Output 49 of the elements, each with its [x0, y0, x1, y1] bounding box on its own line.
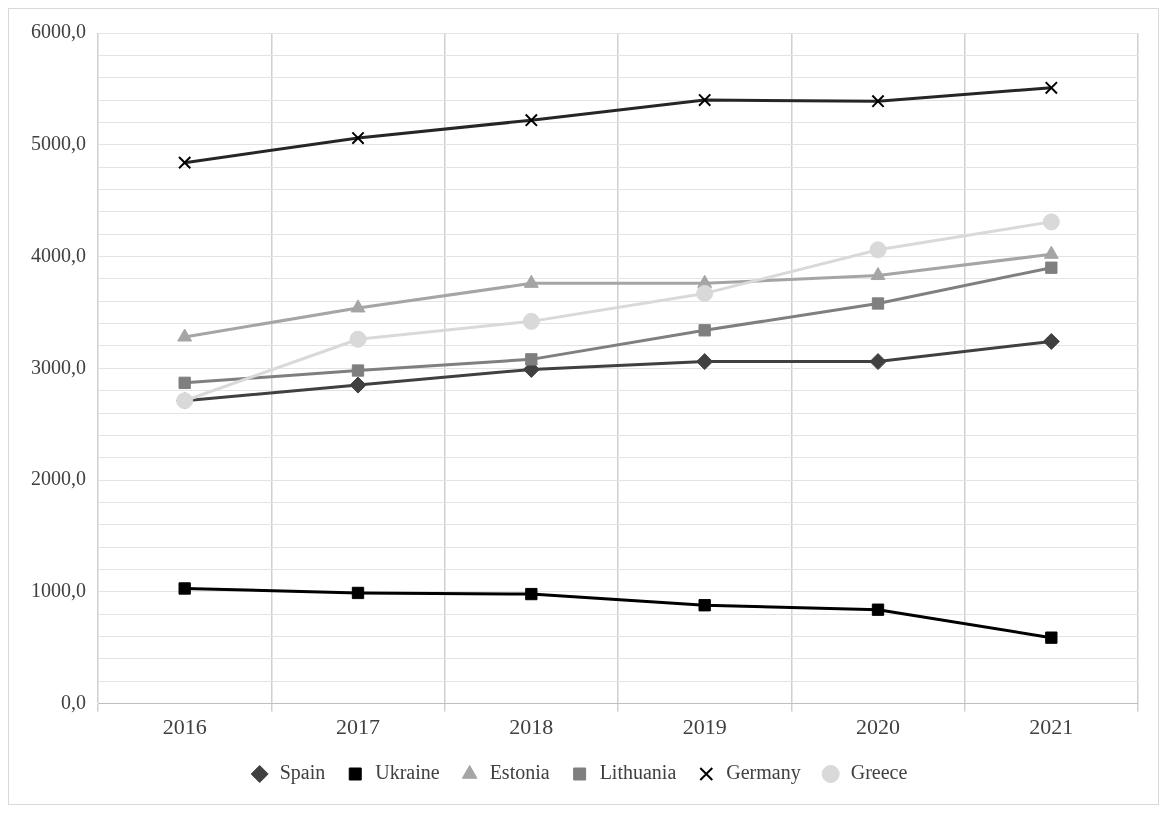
point — [871, 94, 885, 108]
point — [698, 599, 711, 612]
point — [1042, 213, 1060, 231]
point — [696, 353, 714, 371]
point — [871, 603, 885, 616]
legend-label: Spain — [279, 761, 326, 785]
point — [525, 587, 538, 601]
point — [178, 155, 192, 170]
point — [351, 586, 365, 600]
legend-label: Lithuania — [599, 761, 677, 784]
point — [350, 299, 366, 313]
point — [696, 284, 714, 302]
y-tick-label: 4000,0 — [31, 243, 86, 266]
point — [349, 330, 367, 348]
point — [1045, 631, 1058, 644]
point — [351, 364, 365, 377]
x-tick-label: 2021 — [1029, 713, 1074, 739]
point — [1044, 81, 1058, 95]
legend-label: Ukraine — [375, 761, 440, 784]
point — [869, 241, 887, 259]
y-tick-label: 6000,0 — [31, 20, 86, 43]
legend-label: Greece — [850, 761, 908, 784]
point — [178, 582, 191, 595]
point — [1045, 261, 1058, 274]
y-tick-label: 2000,0 — [31, 467, 86, 490]
point — [351, 131, 365, 145]
point — [524, 113, 538, 127]
point — [870, 267, 886, 281]
x-tick-label: 2017 — [336, 713, 380, 739]
legend-label: Estonia — [489, 761, 550, 784]
point — [1042, 332, 1060, 350]
x-tick-label: 2016 — [162, 713, 207, 739]
point — [349, 376, 367, 394]
point — [871, 297, 885, 310]
point — [698, 324, 711, 337]
point — [522, 312, 540, 330]
y-tick-label: 3000,0 — [31, 355, 86, 378]
x-tick-label: 2020 — [856, 713, 900, 739]
point — [525, 353, 538, 366]
y-tick-label: 1000,0 — [31, 579, 86, 602]
point — [698, 93, 712, 107]
legend-label: Germany — [726, 761, 801, 785]
point — [177, 328, 193, 342]
y-tick-label: 0,0 — [61, 690, 86, 713]
x-tick-label: 2019 — [682, 713, 727, 739]
point — [869, 353, 887, 371]
x-tick-label: 2018 — [509, 713, 554, 739]
point — [178, 376, 191, 389]
y-tick-label: 5000,0 — [31, 132, 86, 155]
